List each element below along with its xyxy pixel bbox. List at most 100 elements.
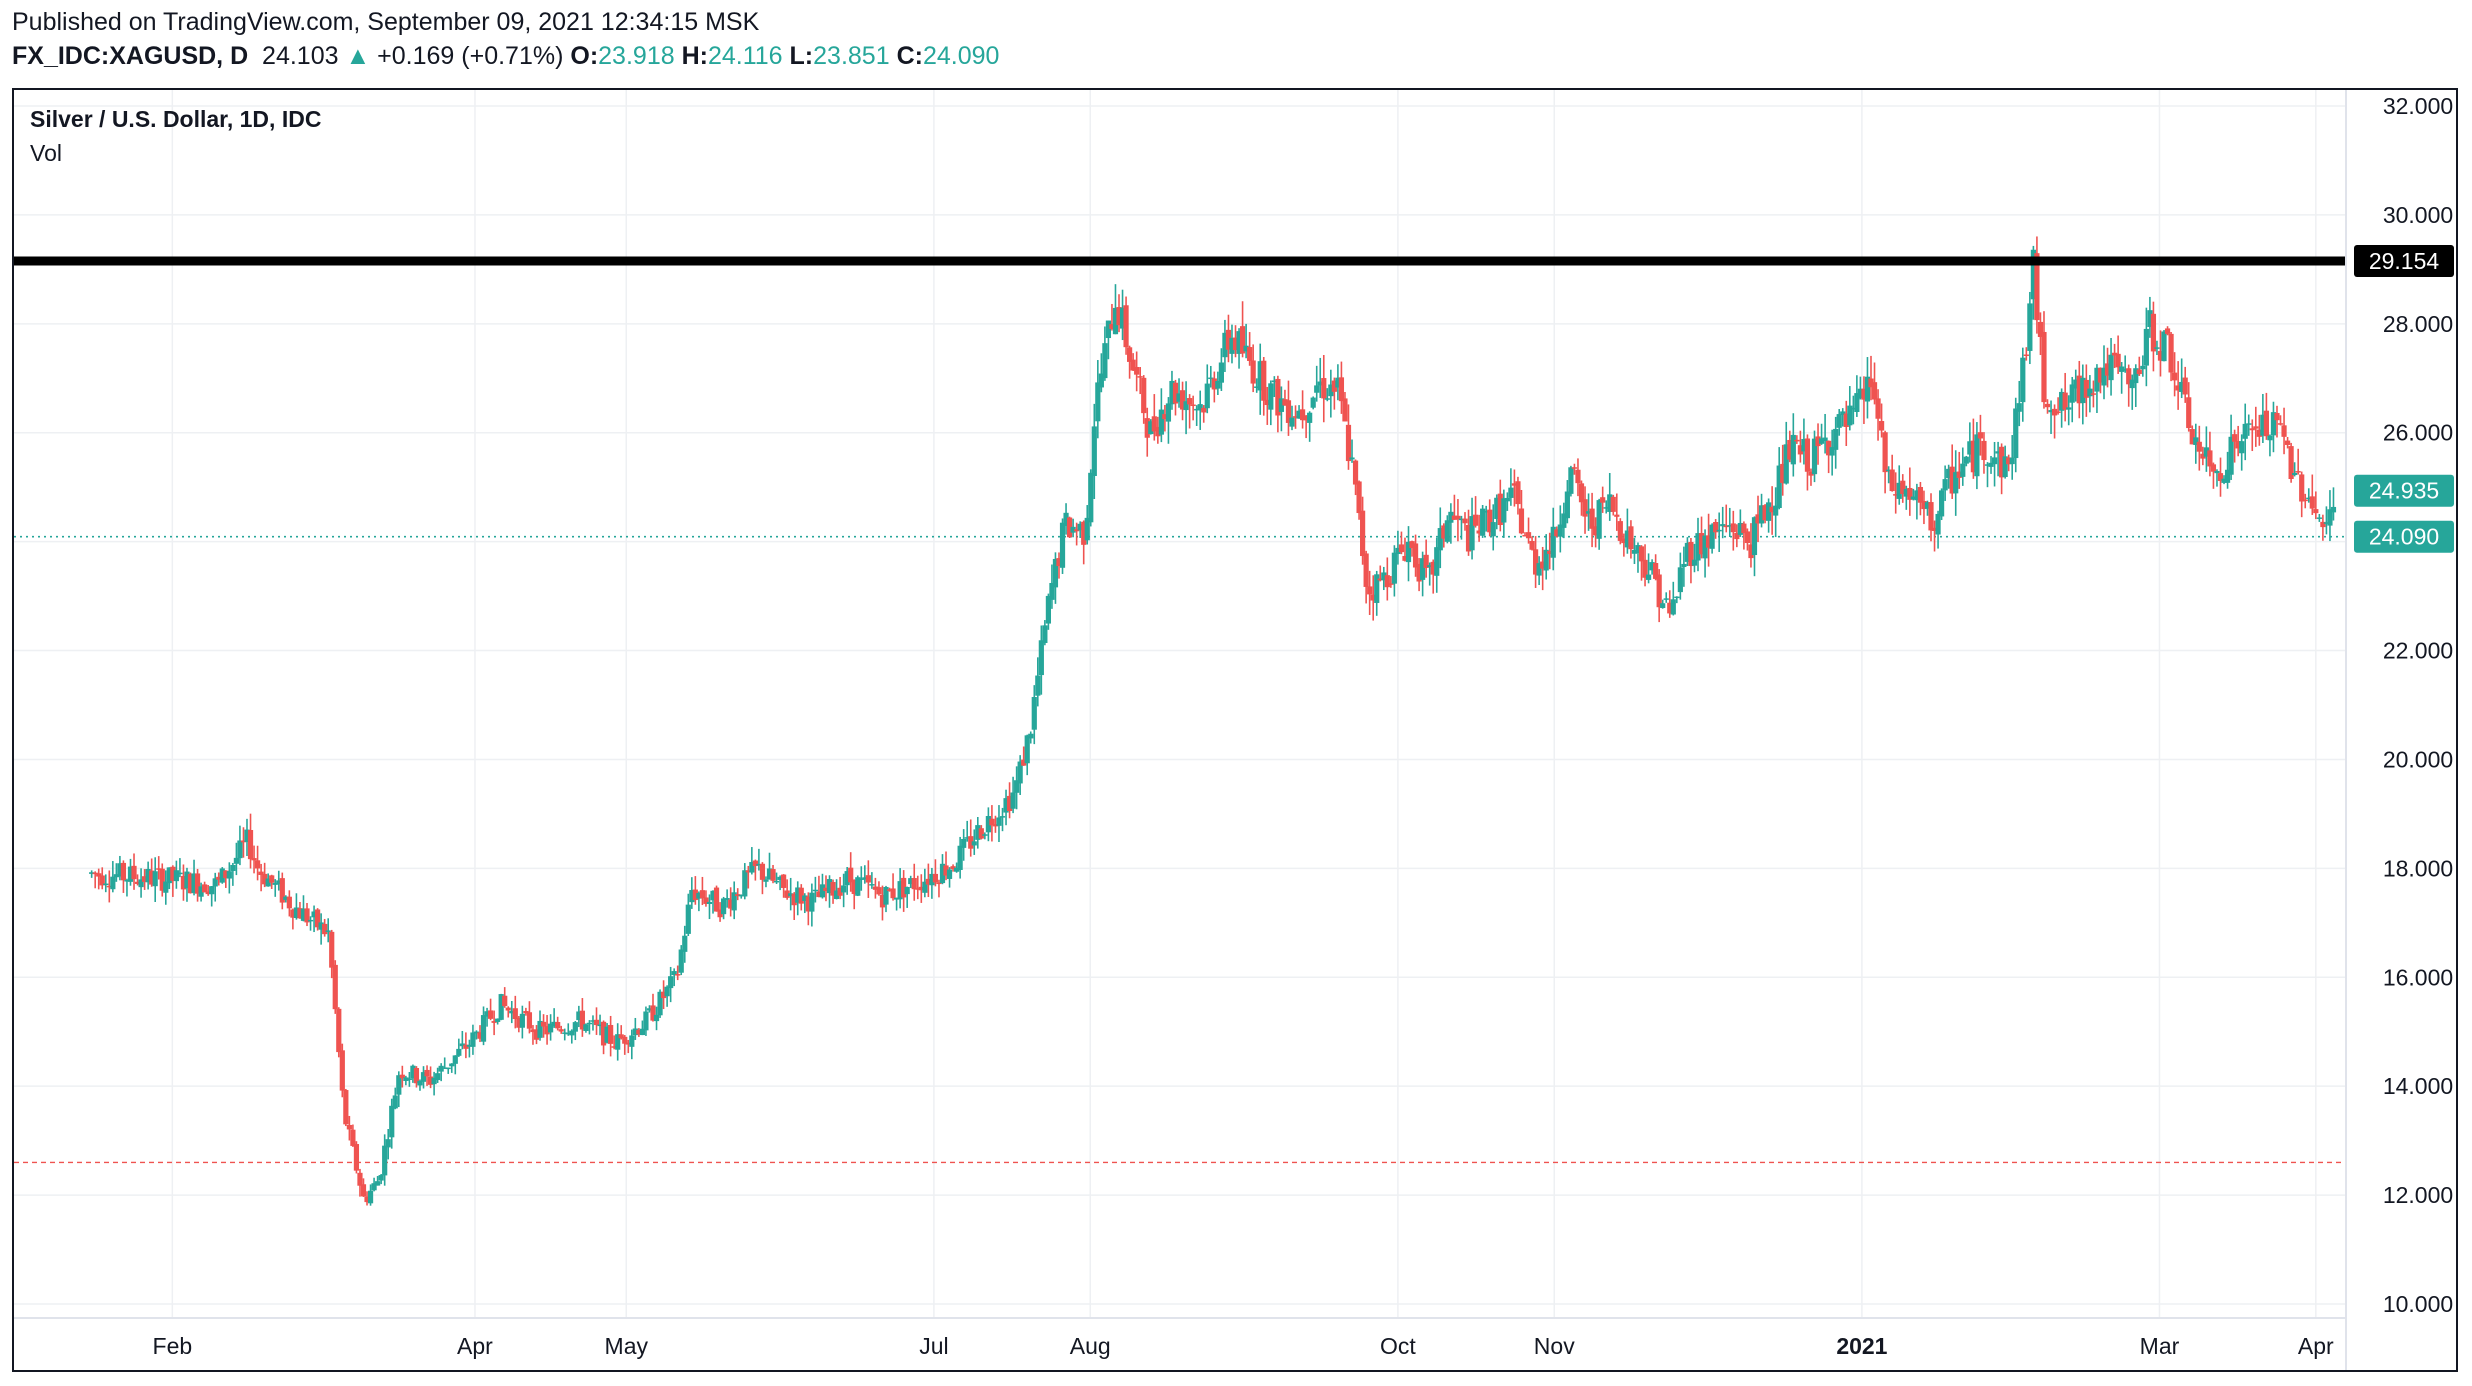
candle-body	[2115, 353, 2121, 368]
candle-body	[173, 870, 179, 882]
candle-body	[2055, 411, 2061, 413]
price-change: +0.169 (+0.71%)	[377, 42, 564, 70]
candle-body	[1709, 524, 1715, 549]
candle-body	[1261, 360, 1267, 401]
candle-body	[1487, 509, 1493, 533]
candle-body	[784, 890, 790, 898]
candle-body	[1292, 416, 1299, 418]
candle-body	[332, 964, 338, 1010]
candle-body	[2299, 474, 2305, 502]
candle-body	[1370, 594, 1376, 601]
candle-body	[1977, 432, 1984, 439]
candle-body	[1098, 373, 1104, 388]
candle-body	[198, 886, 204, 897]
candle-body	[1758, 505, 1765, 524]
candle-body	[1112, 307, 1119, 335]
candle-body	[1762, 505, 1768, 521]
y-tick-label: 10.000	[2383, 1291, 2453, 1317]
candle-body	[893, 897, 900, 900]
candle-body	[1861, 388, 1867, 400]
candle-body	[1688, 541, 1694, 567]
symbol-name: FX_IDC:XAGUSD, D	[12, 42, 249, 70]
candle-body	[297, 908, 303, 919]
candle-body	[2129, 379, 2135, 389]
candle-body	[1416, 563, 1422, 582]
candle-body	[279, 878, 285, 903]
candle-body	[2313, 509, 2319, 514]
candle-body	[2076, 375, 2082, 404]
published-note: Published on TradingView.com, September …	[12, 8, 760, 36]
candle-body	[170, 866, 176, 881]
candle-body	[2101, 367, 2107, 386]
candle-body	[2267, 435, 2273, 441]
candle-body	[1038, 640, 1044, 676]
candle-body	[1264, 399, 1270, 406]
candle-body	[240, 840, 247, 843]
candle-body	[1367, 586, 1373, 595]
candle-body	[1275, 378, 1281, 416]
candle-body	[929, 873, 935, 886]
candle-body	[1893, 494, 1899, 496]
candle-body	[2323, 522, 2330, 524]
candle-body	[378, 1175, 384, 1181]
candle-body	[1593, 526, 1599, 536]
candle-body	[597, 1024, 603, 1027]
price-chart[interactable]: 29.154 10.000 12.000 14.000 16.000 18.000 20.…	[12, 88, 2458, 1372]
candle-body	[473, 1031, 480, 1034]
candle-body	[145, 868, 151, 883]
candle-body	[572, 1022, 578, 1032]
candle-body	[1716, 529, 1722, 532]
candle-body	[300, 908, 307, 921]
candle-body	[1575, 469, 1581, 484]
candle-body	[399, 1074, 405, 1079]
candle-body	[1204, 383, 1210, 409]
candle-body	[1321, 378, 1327, 399]
candle-body	[1469, 516, 1475, 551]
candle-body	[1215, 381, 1221, 389]
candle-body	[1907, 487, 1913, 500]
candle-body	[1310, 397, 1316, 408]
candle-body	[392, 1095, 398, 1109]
candle-body	[1402, 555, 1408, 561]
candle-body	[766, 868, 773, 880]
candle-body	[2260, 414, 2266, 436]
candle-body	[1681, 563, 1687, 568]
candle-body	[191, 873, 197, 893]
candle-body	[371, 1183, 377, 1191]
candle-body	[1130, 359, 1136, 371]
candle-body	[2200, 453, 2206, 459]
candle-body	[713, 887, 720, 912]
candle-body	[710, 890, 716, 901]
candle-body	[1278, 398, 1285, 412]
candle-body	[833, 890, 840, 900]
candle-body	[1787, 439, 1793, 460]
candle-body	[1624, 530, 1630, 548]
candle-body	[1494, 497, 1500, 519]
candle-body	[615, 1034, 621, 1050]
candle-body	[1384, 575, 1390, 588]
candle-body	[1102, 343, 1108, 379]
candle-body	[1614, 514, 1620, 517]
candle-body	[343, 1090, 349, 1125]
y-tick-label: 26.000	[2383, 420, 2453, 446]
candle-body	[89, 872, 95, 874]
candle-body	[809, 892, 815, 912]
candle-body	[438, 1065, 444, 1072]
resistance-line[interactable]: 29.154	[12, 244, 2454, 277]
candle-body	[1052, 558, 1059, 588]
candle-body	[2013, 408, 2019, 459]
candle-body	[1984, 464, 1991, 466]
candle-body	[1377, 578, 1383, 581]
candle-body	[2140, 365, 2146, 370]
candle-body	[1924, 502, 1931, 509]
resistance-price-text: 29.154	[2369, 248, 2440, 274]
candle-body	[1476, 530, 1482, 534]
candle-body	[2175, 385, 2181, 391]
candle-body	[1119, 307, 1126, 329]
candle-body	[752, 860, 758, 867]
candle-body	[685, 904, 691, 934]
candle-body	[1875, 398, 1881, 419]
candle-body	[985, 816, 991, 833]
candle-body	[1462, 518, 1468, 524]
candle-body	[159, 868, 165, 891]
